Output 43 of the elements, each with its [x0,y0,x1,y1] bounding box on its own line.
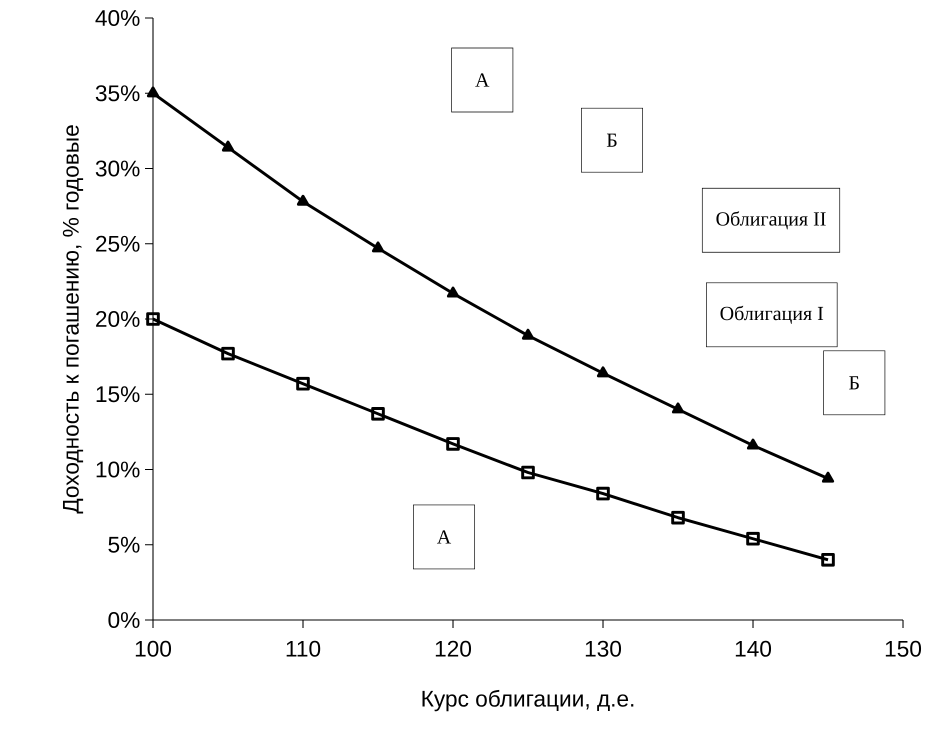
x-axis-title: Курс облигации, д.е. [422,690,634,712]
y-tick-label: 15% [96,386,140,402]
point [671,510,685,524]
point [146,86,160,98]
y-tick-label: 0% [108,612,140,628]
point [822,472,834,483]
annotation: А [475,73,490,87]
y-tick-label: 30% [96,160,140,177]
y-tick-label: 25% [96,236,140,252]
point [222,140,234,152]
point [821,552,835,567]
annotation: Облигация I [720,306,824,324]
annotation: Б [849,376,859,390]
point [596,366,610,378]
y-tick-label: 35% [96,85,140,102]
point [446,437,460,451]
point [446,286,460,298]
point [521,466,535,480]
x-tick-label: 120 [436,640,472,657]
point [371,407,385,421]
point [372,241,384,252]
point [746,532,760,546]
point [596,486,610,500]
point [672,402,684,414]
x-tick-label: 130 [586,640,622,657]
x-tick-label: 110 [286,640,320,657]
point [522,328,534,340]
y-axis-title: Доходность к погашению, % годовые [62,125,84,514]
x-tick-label: 140 [736,640,772,657]
y-tick-label: 10% [96,461,140,478]
point [146,312,160,326]
annotation: А [436,530,452,544]
annotation: Б [606,134,617,147]
y-tick-label: 20% [96,310,140,328]
point [221,346,235,360]
point [296,194,310,206]
y-tick-label: 5% [108,536,140,553]
y-tick-label: 40% [95,10,140,26]
x-tick-label: 100 [136,640,172,657]
point [296,376,310,391]
x-tick-label: 150 [886,640,922,657]
annotation: Облигация II [716,211,826,230]
point [746,438,760,450]
